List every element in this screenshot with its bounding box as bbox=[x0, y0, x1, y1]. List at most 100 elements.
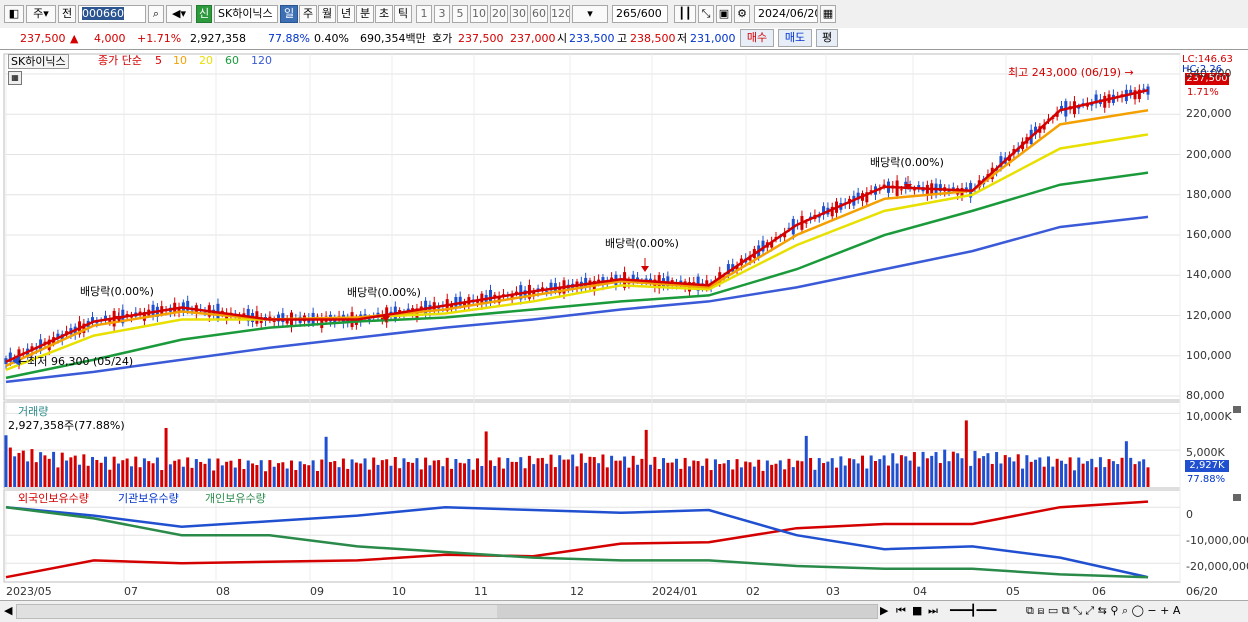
volume-bar bbox=[121, 460, 125, 487]
candle-body bbox=[458, 296, 462, 306]
date-input[interactable]: 2024/06/20 bbox=[754, 5, 818, 23]
period-tab[interactable]: 초 bbox=[375, 5, 393, 23]
rewind-icon[interactable]: ⏮ bbox=[896, 604, 906, 617]
interval-tab[interactable]: 5 bbox=[452, 5, 468, 23]
trade-amount: 690,354백만 bbox=[360, 32, 426, 45]
period-tab[interactable]: 월 bbox=[318, 5, 336, 23]
volume-ratio: 77.88% bbox=[268, 32, 310, 45]
calendar-icon[interactable]: ▦ bbox=[820, 5, 836, 23]
count-input[interactable]: 265/600 bbox=[612, 5, 668, 23]
stock-name-field[interactable]: SK하이닉스 bbox=[214, 5, 278, 23]
x-axis-label: 06 bbox=[1092, 585, 1106, 598]
layout-icon[interactable]: ⧉ ⧈ ▭ ⧉ ⤡ ⤢ ⇆ ⚲ ⌕ ◯ − + A bbox=[1026, 604, 1181, 617]
chart-scrollbar[interactable]: ◀ ▶ ⏮ ■ ⏭ ━━━┫━━━ ⧉ ⧈ ▭ ⧉ ⤡ ⤢ ⇆ ⚲ ⌕ ◯ − … bbox=[0, 600, 1248, 622]
scroll-left-icon[interactable]: ◀ bbox=[4, 604, 13, 617]
period-tab[interactable]: 일 bbox=[280, 5, 298, 23]
volume-bar bbox=[925, 458, 929, 487]
save-icon[interactable]: ▣ bbox=[716, 5, 732, 23]
period-tab[interactable]: 주 bbox=[299, 5, 317, 23]
volume-bar bbox=[463, 463, 467, 487]
open-price: 233,500 bbox=[569, 32, 615, 45]
scroll-thumb[interactable] bbox=[497, 605, 877, 618]
volume-bar bbox=[623, 456, 627, 487]
volume-bar bbox=[402, 458, 406, 487]
interval-tab[interactable]: 120 bbox=[550, 5, 570, 23]
price-tag: 237,500 bbox=[1185, 73, 1229, 85]
volume-bar bbox=[558, 455, 562, 487]
candle-body bbox=[869, 190, 873, 192]
stop-icon[interactable]: ■ bbox=[912, 604, 923, 617]
volume-bar bbox=[605, 467, 609, 487]
candle-body bbox=[450, 305, 454, 309]
volume-bar bbox=[359, 463, 363, 487]
volume-bar bbox=[43, 455, 47, 487]
prev-button[interactable]: 전 bbox=[58, 5, 76, 23]
volume-bar bbox=[1021, 468, 1025, 487]
candle-body bbox=[1133, 90, 1137, 100]
interval-select[interactable]: ▾ bbox=[572, 5, 608, 23]
volume-bar bbox=[891, 453, 895, 487]
sell-button[interactable]: 매도 bbox=[778, 29, 812, 47]
volume-bar bbox=[30, 449, 34, 487]
volume-bar bbox=[1042, 466, 1046, 487]
period-tab[interactable]: 분 bbox=[356, 5, 374, 23]
volume-bar bbox=[843, 465, 847, 487]
gear-icon[interactable]: ⚙ bbox=[734, 5, 750, 23]
volume-bar bbox=[17, 452, 21, 487]
interval-tab[interactable]: 1 bbox=[416, 5, 432, 23]
sound-icon[interactable]: ◀▾ bbox=[166, 5, 192, 23]
stock-code-input[interactable]: 000660 bbox=[78, 5, 146, 23]
volume-bar bbox=[713, 459, 717, 487]
holdings-line bbox=[5, 500, 1149, 579]
fast-forward-icon[interactable]: ⏭ bbox=[928, 604, 938, 617]
candle-icon[interactable]: ┃┃ bbox=[674, 5, 696, 23]
volume-bar bbox=[774, 463, 778, 487]
x-axis-label: 10 bbox=[392, 585, 406, 598]
volume-bar bbox=[873, 461, 877, 487]
volume-bar bbox=[757, 459, 761, 487]
change-percent: +1.71% bbox=[137, 32, 182, 45]
volume-bar bbox=[679, 468, 683, 487]
chart-menu-icon[interactable]: ◧ bbox=[4, 5, 24, 23]
candle-body bbox=[938, 184, 942, 192]
table-icon[interactable]: ▦ bbox=[8, 71, 22, 85]
interval-tab[interactable]: 20 bbox=[490, 5, 508, 23]
interval-tab[interactable]: 3 bbox=[434, 5, 450, 23]
volume-bar bbox=[822, 463, 826, 487]
volume-bar bbox=[1129, 457, 1133, 487]
volume-bar bbox=[272, 466, 276, 487]
x-axis-label: 2023/05 bbox=[6, 585, 52, 598]
volume-bar bbox=[982, 456, 986, 487]
volume-bar bbox=[328, 462, 332, 487]
interval-tab[interactable]: 30 bbox=[510, 5, 528, 23]
volume-bar bbox=[385, 459, 389, 487]
holdings-tick: 0 bbox=[1186, 508, 1193, 521]
percent-tag: 1.71% bbox=[1187, 87, 1219, 98]
volume-bar bbox=[536, 458, 540, 487]
period-tab[interactable]: 년 bbox=[337, 5, 355, 23]
market-select[interactable]: 주▾ bbox=[26, 5, 56, 23]
x-axis-label: 05 bbox=[1006, 585, 1020, 598]
interval-tab[interactable]: 10 bbox=[470, 5, 488, 23]
interval-tab[interactable]: 60 bbox=[530, 5, 548, 23]
candle-body bbox=[545, 291, 549, 293]
new-button[interactable]: 신 bbox=[196, 5, 212, 23]
search-icon[interactable]: ⌕ bbox=[148, 5, 164, 23]
buy-button[interactable]: 매수 bbox=[740, 29, 774, 47]
scroll-right-icon[interactable]: ▶ bbox=[880, 604, 889, 617]
period-tab[interactable]: 틱 bbox=[394, 5, 412, 23]
volume-title: 거래량 bbox=[18, 405, 49, 418]
scroll-track[interactable] bbox=[16, 604, 878, 619]
draw-tool-icon[interactable]: ⤡ bbox=[698, 5, 714, 23]
volume-bar bbox=[398, 468, 402, 487]
zoom-slider[interactable]: ━━━┫━━━ bbox=[950, 604, 997, 617]
quote-bar: 237,500 ▲ 4,000 +1.71% 2,927,358 77.88% … bbox=[0, 28, 1248, 50]
volume-bar bbox=[229, 460, 233, 487]
chart-canvas[interactable] bbox=[0, 50, 1248, 600]
volume-bar bbox=[484, 431, 488, 487]
volume-bar bbox=[722, 463, 726, 487]
candle-body bbox=[281, 313, 285, 323]
average-button[interactable]: 평 bbox=[816, 29, 838, 47]
volume-bar bbox=[155, 457, 159, 487]
volume-bar bbox=[562, 459, 566, 487]
